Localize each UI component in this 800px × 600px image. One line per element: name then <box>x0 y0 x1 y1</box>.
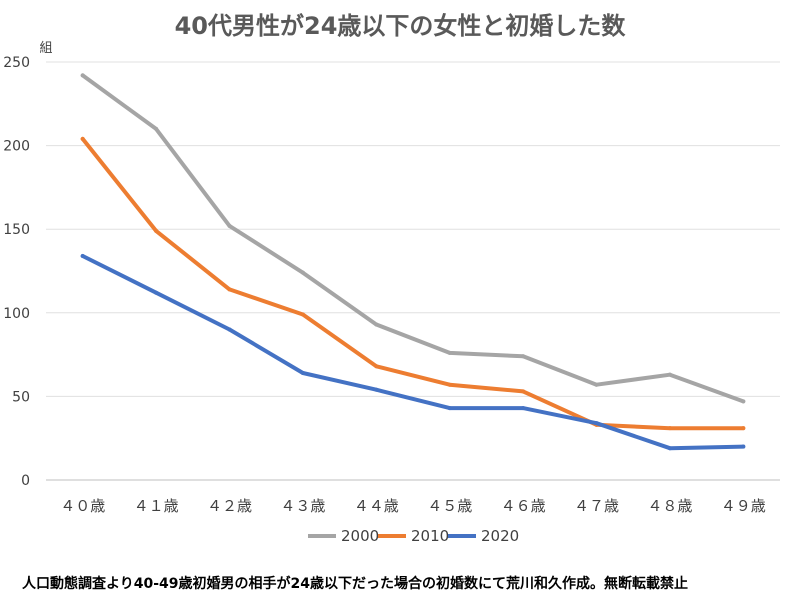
data-point-2020 <box>154 290 159 295</box>
data-point-2000 <box>80 73 85 78</box>
data-point-2010 <box>447 382 452 387</box>
legend-label-2020: 2020 <box>481 527 519 545</box>
x-tick-label: ４０歳 <box>60 497 105 515</box>
x-tick-label: ４９歳 <box>721 497 766 515</box>
data-point-2000 <box>447 350 452 355</box>
data-point-2020 <box>300 370 305 375</box>
data-point-2020 <box>741 444 746 449</box>
data-point-2010 <box>154 228 159 233</box>
x-tick-label: ４６歳 <box>501 497 546 515</box>
data-point-2020 <box>447 406 452 411</box>
data-point-2010 <box>667 426 672 431</box>
data-point-2000 <box>374 322 379 327</box>
data-point-2010 <box>227 287 232 292</box>
y-axis-ticks: 0 50 100 150 200 250 <box>3 55 30 489</box>
data-point-2020 <box>374 387 379 392</box>
x-axis-ticks: ４０歳 ４１歳 ４２歳 ４３歳 ４４歳 ４５歳 ４６歳 ４７歳 ４８歳 ４９歳 <box>60 497 766 515</box>
data-point-2000 <box>154 126 159 131</box>
legend-label-2010: 2010 <box>411 527 449 545</box>
y-tick-label: 100 <box>3 306 30 322</box>
y-tick-label: 0 <box>21 473 30 489</box>
legend: 2000 2010 2020 <box>308 527 519 545</box>
data-point-2000 <box>521 354 526 359</box>
data-point-2020 <box>667 446 672 451</box>
gridlines <box>46 61 780 481</box>
data-point-2000 <box>594 382 599 387</box>
data-point-2010 <box>80 136 85 141</box>
data-point-2000 <box>227 223 232 228</box>
y-axis-unit-label: 組 <box>39 41 52 56</box>
data-point-2010 <box>300 312 305 317</box>
footnote: 人口動態調査より40-49歳初婚男の相手が24歳以下だった場合の初婚数にて荒川和… <box>22 576 688 592</box>
x-tick-label: ４２歳 <box>207 497 252 515</box>
data-point-2000 <box>300 270 305 275</box>
x-tick-label: ４３歳 <box>280 497 325 515</box>
series-lines <box>80 73 746 451</box>
data-point-2020 <box>80 253 85 258</box>
data-point-2020 <box>594 421 599 426</box>
series-line-2000 <box>80 73 746 404</box>
legend-label-2000: 2000 <box>341 527 379 545</box>
x-tick-label: ４７歳 <box>574 497 619 515</box>
y-tick-label: 200 <box>3 139 30 155</box>
x-tick-label: ４１歳 <box>134 497 179 515</box>
data-point-2000 <box>741 399 746 404</box>
data-point-2010 <box>741 426 746 431</box>
x-tick-label: ４４歳 <box>354 497 399 515</box>
chart-title: 40代男性が24歳以下の女性と初婚した数 <box>175 12 627 40</box>
data-point-2000 <box>667 372 672 377</box>
data-point-2020 <box>227 327 232 332</box>
data-point-2010 <box>374 364 379 369</box>
series-line-2010 <box>80 136 746 431</box>
data-point-2020 <box>521 406 526 411</box>
data-point-2010 <box>521 389 526 394</box>
x-tick-label: ４８歳 <box>647 497 692 515</box>
y-tick-label: 150 <box>3 222 30 238</box>
series-line-2020 <box>80 254 746 451</box>
x-tick-label: ４５歳 <box>427 497 472 515</box>
y-tick-label: 250 <box>3 55 30 71</box>
y-tick-label: 50 <box>12 389 30 405</box>
